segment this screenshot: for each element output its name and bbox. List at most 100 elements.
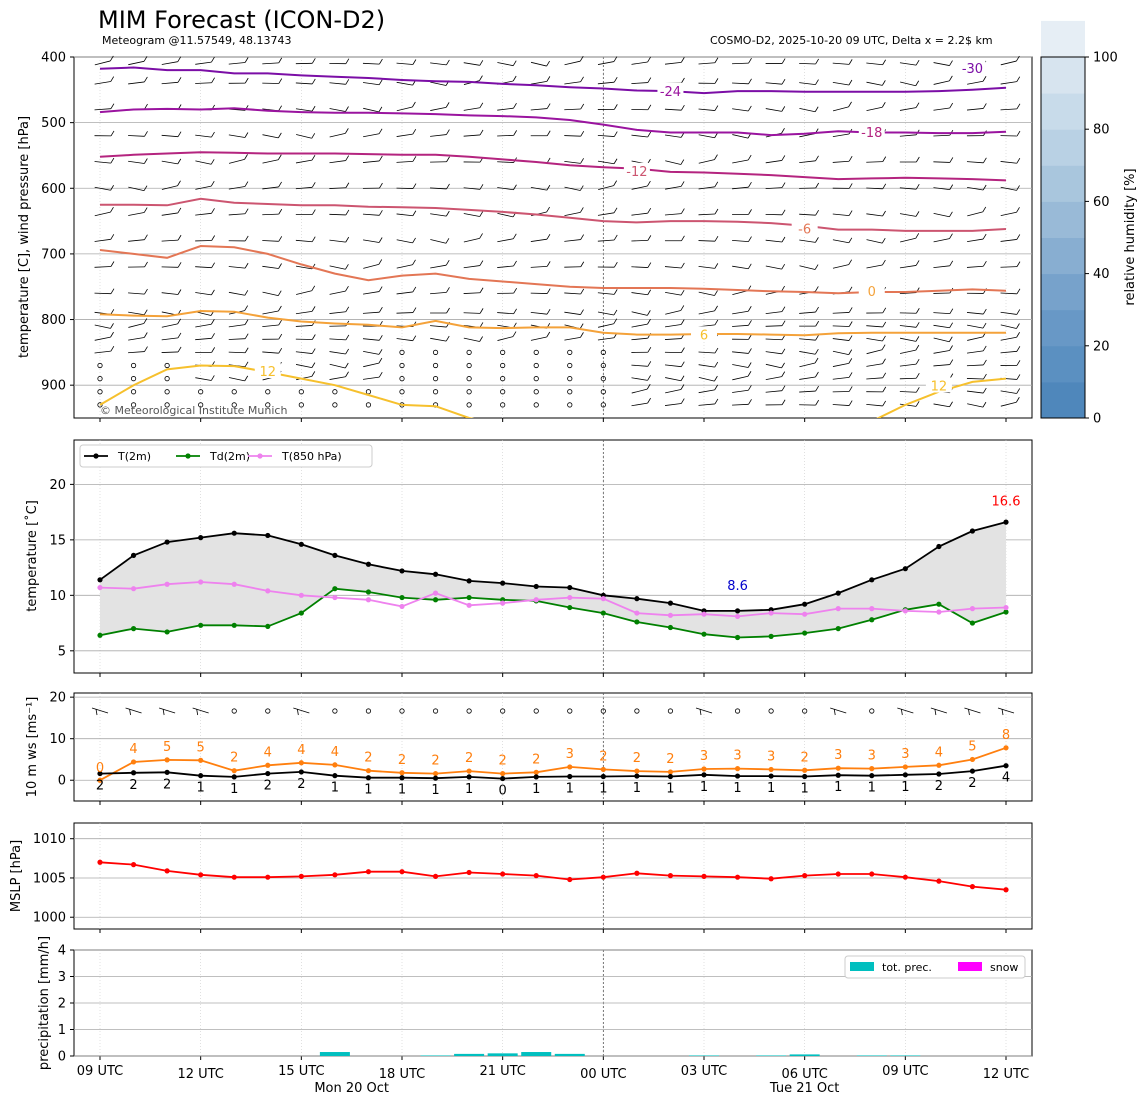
wind-barb [664,213,682,216]
wind-barb [698,108,715,111]
wind-barb-flag [412,237,416,244]
wind-barb-flag [747,306,752,312]
legend-swatch [958,962,982,971]
wind-barb [295,82,313,85]
colorbar-band [1041,273,1085,311]
max-temp-annotation: 16.6 [992,494,1021,509]
wind-barb [94,161,111,164]
wind-barb [799,376,816,380]
wind-barb [564,292,581,295]
calm-wind-marker [231,708,237,714]
wind-barb [732,403,749,406]
wind-barb-flag [983,157,987,164]
wind-barb [363,291,380,295]
wind-barb [396,291,413,295]
colorbar-band [1041,309,1085,347]
wind-barb [866,403,883,407]
upper-air-panel: 400 500 600 700 800 900 -30 -24 -18 -12 -6 0 6 12 12 © … [17,51,1033,422]
mslp-point [667,873,674,879]
wind-barb-flag [949,308,954,314]
wind-barb-flag [714,347,719,354]
wind-series-point [500,770,506,777]
wind-series-point [667,773,674,780]
series-point [802,630,808,636]
wind-barb-flag [479,60,484,66]
wind-barb-flag [211,77,215,83]
wind-barb [631,337,648,341]
contour-label-bg [858,282,885,298]
wind-barb-flag [882,259,886,266]
wind-barb-flag [915,401,920,407]
wind-barb [899,107,917,111]
mslp-panel: 1000 1005 1010 MSLP [hPa] [9,822,1033,933]
wind-barb-flag [1016,360,1021,366]
wind-barb-flag [982,206,987,213]
wind-barb [698,291,715,296]
wind-barb [396,264,413,269]
colorbar-frame [1040,56,1086,419]
wind-barb-flag [277,290,282,296]
wind-series-point [600,773,606,780]
wind-barb-flag [412,307,417,313]
mslp-point [164,868,170,874]
contour-line [99,309,1006,337]
wind-barb [195,337,212,341]
calm-wind-marker [466,389,472,395]
wind-barb [329,290,346,295]
wind-barb [832,362,849,367]
wind-barb-flag [848,286,853,293]
wind-barb-flag [747,154,752,161]
wind-barb-flag [815,385,819,392]
upper-air-ytick-label: 900 [41,379,66,394]
wind-barb-flag [110,288,115,294]
calm-wind-marker [500,349,506,355]
series-point [365,597,372,603]
wind-barb [832,325,850,327]
wind-barb-flag [143,332,148,338]
wind-barb [967,324,984,329]
wind-barb-flag [1016,103,1021,110]
wind-barb [564,311,581,315]
wind-barb [631,82,648,84]
wind-barb-flag [613,131,618,137]
wind-barb-flag [781,285,785,292]
series-point [936,543,942,550]
wind-barb-flag [714,181,719,188]
series-point [1003,519,1009,525]
wind-barb [362,376,380,380]
wind-barb-flag [613,180,618,186]
wind-barb-flag [747,371,752,377]
wind-barb [698,62,715,65]
wind-barb [430,106,447,111]
wind-barb [832,264,849,269]
wind-barb-flag [982,401,987,408]
wind-barb [664,364,682,368]
wind-series-point [399,770,405,776]
wind-barb-flag [882,156,887,162]
wind-barb [830,707,847,714]
wind-barb-flag [647,289,652,295]
wind-barb-flag [546,130,551,136]
wind-barb [900,81,916,87]
calm-wind-marker [432,362,439,369]
wind-barb [698,265,715,269]
calm-wind-marker [164,402,170,408]
wind-series-point [265,770,271,777]
calm-wind-marker [298,402,304,408]
wind-barb [497,62,514,67]
wind-series-point [869,766,875,772]
mean-wind-value-label: 2 [264,779,272,794]
wind-barb-flag [479,129,484,136]
contour-line [99,107,1007,137]
wind-barb-flag [781,155,786,161]
wind-barb-flag [699,708,702,716]
contour-line [99,364,1007,418]
wind-barb [832,404,850,406]
x-tick-label: 03 UTC [681,1064,727,1079]
wind-barb-flag [748,320,752,326]
wind-barb-flag [378,286,383,292]
wind-barb [94,108,111,111]
wind-barb-flag [311,78,316,85]
wind-barb-flag [278,236,283,242]
wind-barb [597,134,615,137]
